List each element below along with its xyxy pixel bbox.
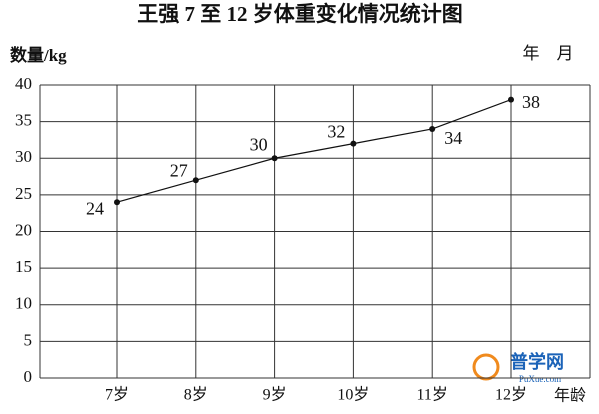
y-axis-label: 数量/kg [10,45,67,65]
x-tick-label: 11岁 [416,386,447,404]
y-tick-label: 0 [24,367,33,386]
y-tick-label: 40 [15,74,32,93]
data-label: 34 [444,128,462,148]
data-point [508,96,514,103]
date-label: 年 月 [523,44,574,63]
y-tick-label: 25 [15,184,32,203]
chart-title: 王强 7 至 12 岁体重变化情况统计图 [137,2,463,26]
watermark-url: PuXue.com [519,374,561,384]
data-point [271,155,278,162]
data-label: 38 [522,92,540,112]
y-tick-label: 35 [15,111,32,130]
y-tick-label: 10 [15,294,32,313]
data-point [114,199,120,206]
x-tick-label: 12岁 [495,386,527,404]
x-tick-label: 8岁 [184,386,208,404]
data-label: 24 [86,198,104,218]
y-tick-label: 15 [15,257,32,276]
watermark-logo [472,353,500,381]
data-label: 30 [250,134,268,154]
data-label: 27 [170,160,188,180]
data-line [116,99,512,203]
x-tick-label: 9岁 [263,386,287,404]
y-tick-label: 30 [15,147,32,166]
x-tick-label: 10岁 [337,386,369,404]
data-label: 32 [327,122,345,142]
data-point [429,125,436,132]
watermark-text: 普学网 [510,351,564,372]
y-tick-label: 20 [15,220,32,239]
y-tick-label: 5 [24,330,33,349]
data-point [192,177,199,184]
x-tick-label: 7岁 [105,386,129,404]
x-axis-label: 年龄 [554,387,586,405]
data-point [350,140,357,147]
